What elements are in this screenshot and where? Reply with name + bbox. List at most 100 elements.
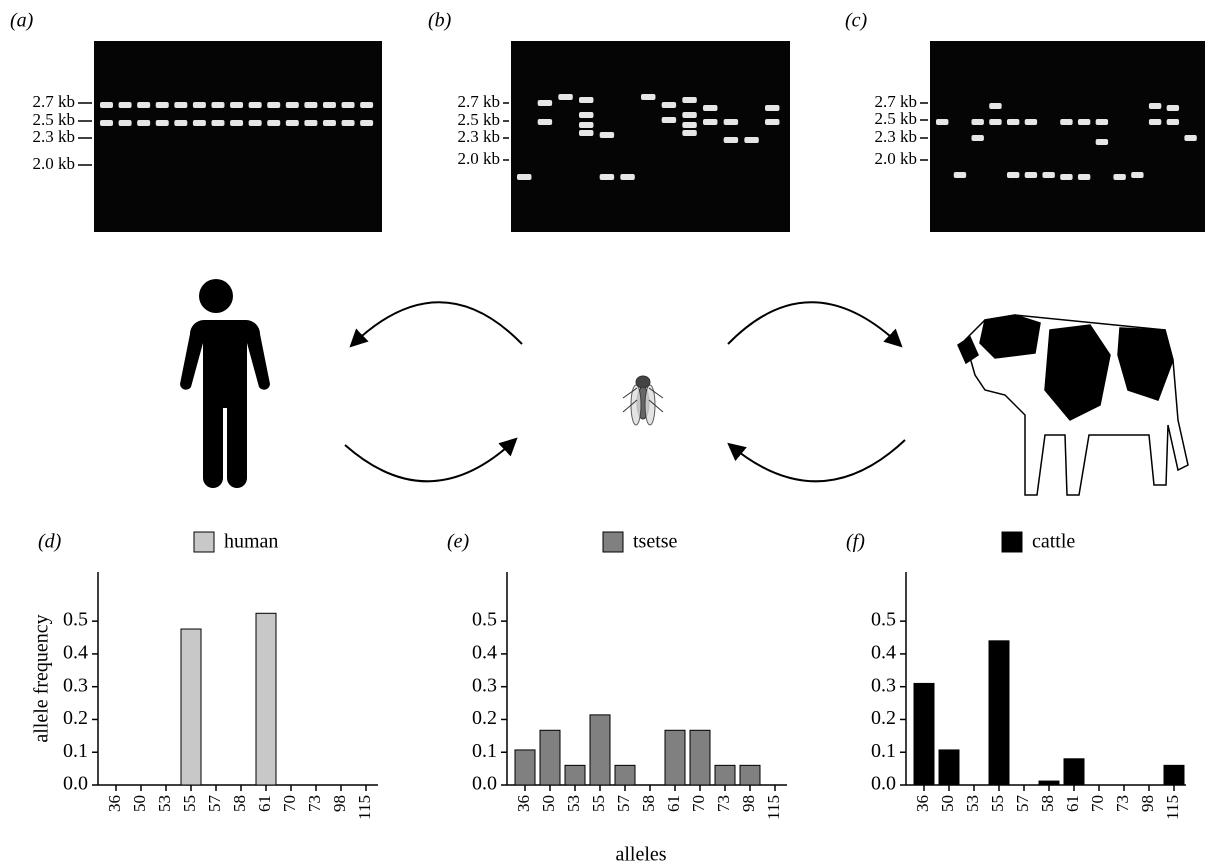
x-tick-label: 58 (230, 795, 249, 812)
y-tick-label: 0.0 (472, 773, 497, 795)
x-tick-label: 115 (1163, 795, 1182, 820)
gel-band (1131, 172, 1143, 178)
marker-label: 2.7 kb (458, 92, 501, 111)
gel-band (971, 119, 983, 125)
x-tick-label: 70 (689, 795, 708, 812)
bar (540, 730, 560, 785)
x-tick-label: 36 (913, 795, 932, 812)
gel-image (511, 41, 790, 232)
gel-band (682, 97, 696, 103)
gel-band (517, 174, 531, 180)
y-tick-label: 0.3 (63, 674, 88, 696)
y-tick-label: 0.4 (871, 642, 896, 664)
gel-band (682, 112, 696, 118)
gel-band (360, 120, 373, 126)
gel-band (703, 105, 717, 111)
gel-band (1025, 172, 1037, 178)
gel-band (1184, 135, 1196, 141)
gel-panel-label: (c) (845, 10, 868, 32)
gel-band (579, 130, 593, 136)
gel-band (156, 102, 169, 108)
gel-band (682, 130, 696, 136)
gel-band (156, 120, 169, 126)
bar (256, 613, 276, 785)
gel-band (989, 119, 1001, 125)
y-tick-label: 0.5 (63, 609, 88, 631)
gel-band (267, 102, 280, 108)
gel-band (174, 120, 187, 126)
x-tick-label: 115 (355, 795, 374, 820)
gel-band (662, 117, 676, 123)
human-icon (180, 279, 270, 488)
x-tick-label: 58 (1038, 795, 1057, 812)
gel-band (662, 102, 676, 108)
bar (989, 641, 1009, 785)
bar (615, 765, 635, 785)
gel-image (930, 41, 1205, 232)
gel-band (286, 120, 299, 126)
bar (1039, 781, 1059, 785)
y-tick-label: 0.3 (472, 674, 497, 696)
y-axis-label: allele frequency (31, 614, 53, 742)
y-tick-label: 0.0 (63, 773, 88, 795)
bar (665, 730, 685, 785)
panel-label: (f) (846, 531, 865, 553)
legend-swatch (194, 532, 214, 552)
marker-label: 2.0 kb (458, 149, 501, 168)
gel-band (744, 137, 758, 143)
x-tick-label: 53 (564, 795, 583, 812)
gel-image (94, 41, 382, 232)
gel-band (558, 94, 572, 100)
gel-band (286, 102, 299, 108)
y-tick-label: 0.4 (472, 642, 497, 664)
x-tick-label: 98 (330, 795, 349, 812)
gel-band (724, 137, 738, 143)
x-tick-label: 55 (589, 795, 608, 812)
gel-band (1096, 139, 1108, 145)
y-tick-label: 0.1 (63, 740, 88, 762)
y-tick-label: 0.5 (871, 609, 896, 631)
marker-label: 2.0 kb (875, 149, 918, 168)
gel-band (724, 119, 738, 125)
gel-band (1149, 103, 1161, 109)
gel-band (971, 135, 983, 141)
x-tick-label: 98 (1138, 795, 1157, 812)
legend-swatch (603, 532, 623, 552)
gel-band (1167, 119, 1179, 125)
gel-band (211, 120, 224, 126)
cattle-icon (958, 315, 1188, 495)
gel-band (1078, 119, 1090, 125)
bar (181, 629, 201, 785)
legend-label: cattle (1032, 531, 1075, 553)
x-axis-label: alleles (615, 844, 666, 866)
y-tick-label: 0.3 (871, 674, 896, 696)
bar (1164, 765, 1184, 785)
gel-band (1113, 174, 1125, 180)
x-tick-label: 73 (305, 795, 324, 812)
gel-band (342, 102, 355, 108)
gel-band (703, 119, 717, 125)
gel-band (249, 102, 262, 108)
gel-band (323, 120, 336, 126)
x-tick-label: 53 (963, 795, 982, 812)
gel-band (137, 120, 150, 126)
panel-label: (e) (447, 531, 470, 553)
gel-band (600, 132, 614, 138)
x-tick-label: 57 (614, 795, 633, 813)
x-tick-label: 36 (105, 795, 124, 812)
x-tick-label: 36 (514, 795, 533, 812)
gel-band (1078, 174, 1090, 180)
x-tick-label: 50 (938, 795, 957, 812)
y-tick-label: 0.2 (63, 707, 88, 729)
gel-band (1167, 105, 1179, 111)
gel-band (936, 119, 948, 125)
gel-band (230, 120, 243, 126)
gel-band (641, 94, 655, 100)
gel-band (304, 120, 317, 126)
bar (914, 683, 934, 785)
bar (715, 765, 735, 785)
marker-label: 2.3 kb (458, 127, 501, 146)
x-tick-label: 53 (155, 795, 174, 812)
gel-band (682, 122, 696, 128)
gel-band (1007, 172, 1019, 178)
